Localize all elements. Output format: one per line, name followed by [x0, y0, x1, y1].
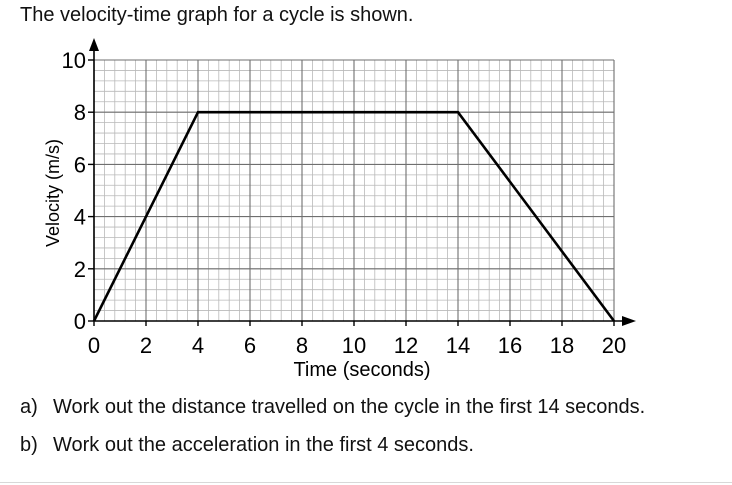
x-tick-label: 20	[602, 333, 626, 358]
y-axis-arrow	[89, 38, 99, 51]
x-axis-label: Time (seconds)	[293, 359, 430, 381]
series-line	[92, 110, 616, 322]
x-tick-label: 12	[394, 333, 418, 358]
x-tick-label: 6	[244, 333, 256, 358]
y-axis-label: Velocity (m/s)	[43, 139, 63, 247]
y-tick-label: 8	[74, 100, 86, 125]
question-b-text: Work out the acceleration in the first 4…	[53, 434, 474, 456]
question-a-text: Work out the distance travelled on the c…	[53, 396, 646, 418]
y-tick-label: 10	[62, 48, 86, 73]
x-tick-label: 0	[88, 333, 100, 358]
y-tick-label: 0	[74, 309, 86, 334]
tick-labels: 0 2 4 6 8 10 0 2 4 6 8 10 12 14 16 18 20	[62, 48, 627, 358]
question-b: b) Work out the acceleration in the first…	[20, 434, 474, 457]
y-tick-label: 2	[74, 257, 86, 282]
x-axis-arrow	[622, 316, 636, 326]
question-b-label: b)	[20, 434, 38, 456]
series-layer	[92, 110, 616, 322]
bottom-divider	[0, 482, 732, 483]
question-a: a) Work out the distance travelled on the…	[20, 396, 645, 419]
y-tick-label: 4	[74, 205, 86, 230]
x-tick-label: 10	[342, 333, 366, 358]
major-grid	[93, 59, 615, 322]
x-tick-label: 18	[550, 333, 574, 358]
x-tick-label: 14	[446, 333, 470, 358]
x-tick-label: 4	[192, 333, 204, 358]
x-tick-label: 8	[296, 333, 308, 358]
x-tick-label: 2	[140, 333, 152, 358]
question-a-label: a)	[20, 396, 38, 418]
y-tick-label: 6	[74, 152, 86, 177]
intro-text: The velocity-time graph for a cycle is s…	[20, 4, 414, 26]
x-tick-label: 16	[498, 333, 522, 358]
axes	[88, 38, 636, 326]
